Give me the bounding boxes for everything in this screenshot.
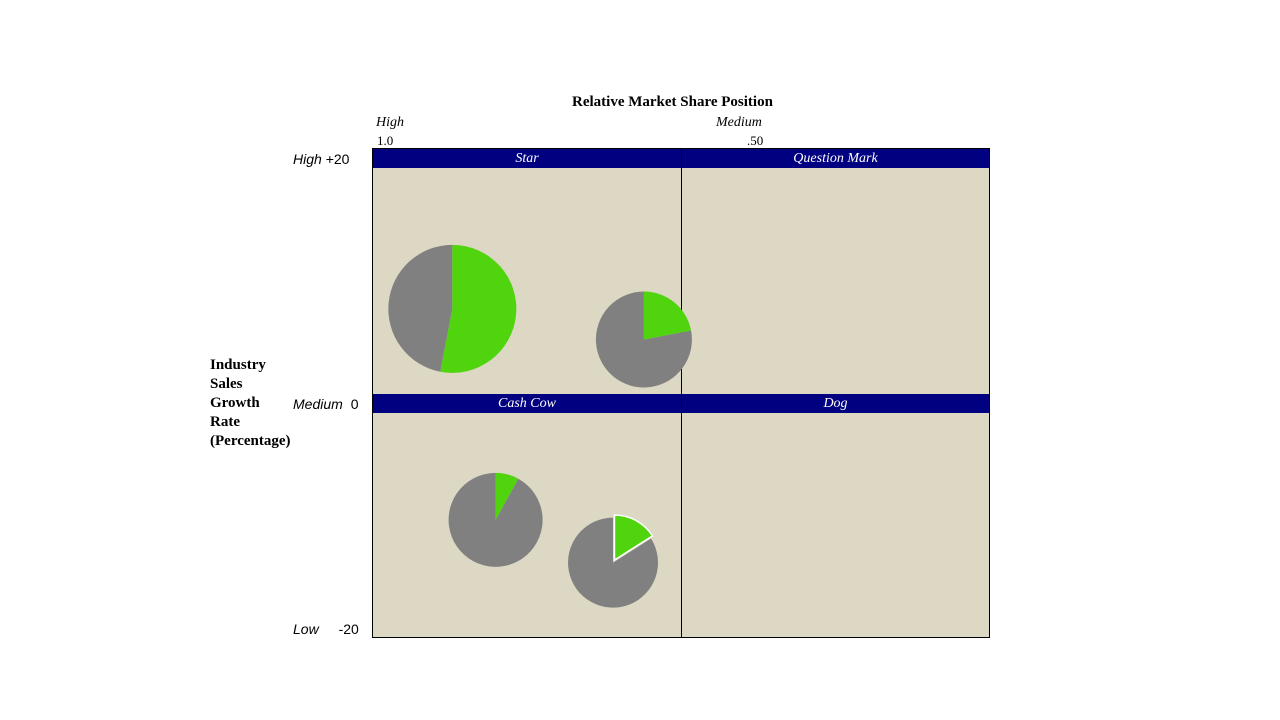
y-medium-tick: Medium 0 [293,396,358,412]
y-axis-title: Industry Sales Growth Rate (Percentage) [210,356,291,451]
y-high-value: +20 [325,151,350,167]
y-title-line: Rate [210,414,240,430]
y-title-line: (Percentage) [210,433,291,449]
y-medium-value: 0 [350,396,359,412]
quadrant-header-cash-cow: Cash Cow [373,394,681,413]
x-high-value: 1.0 [377,133,394,148]
chart-title: Relative Market Share Position [572,94,773,110]
quadrant-divider [681,148,682,638]
y-high-tick: High +20 [293,151,349,167]
quadrant-header-question-mark: Question Mark [682,149,989,168]
x-high-label: High [376,115,404,130]
y-high-label: High [293,151,322,167]
y-title-line: Growth [210,395,260,411]
y-low-value: -20 [338,621,359,637]
y-low-label: Low [293,621,319,637]
quadrant-header-dog: Dog [682,394,989,413]
y-medium-label: Medium [293,396,343,412]
x-medium-value: .50 [747,133,764,148]
quadrant-header-star: Star [373,149,681,168]
y-title-line: Industry [210,357,266,373]
y-title-line: Sales [210,376,243,392]
x-medium-label: Medium [716,115,762,130]
y-low-tick: Low -20 [293,621,359,637]
